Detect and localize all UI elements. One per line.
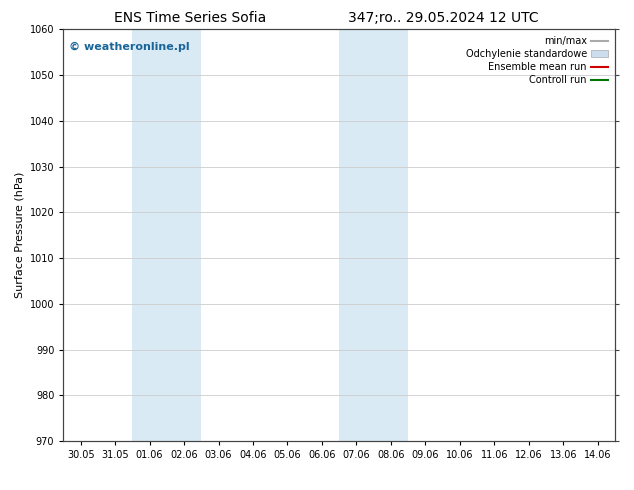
Bar [339, 29, 408, 441]
Text: © weatheronline.pl: © weatheronline.pl [69, 42, 190, 52]
Text: ENS Time Series Sofia: ENS Time Series Sofia [114, 11, 266, 25]
Text: 347;ro.. 29.05.2024 12 UTC: 347;ro.. 29.05.2024 12 UTC [349, 11, 539, 25]
Legend: min/max, Odchylenie standardowe, Ensemble mean run, Controll run: min/max, Odchylenie standardowe, Ensembl… [463, 34, 610, 87]
Bar [133, 29, 202, 441]
Y-axis label: Surface Pressure (hPa): Surface Pressure (hPa) [14, 172, 24, 298]
